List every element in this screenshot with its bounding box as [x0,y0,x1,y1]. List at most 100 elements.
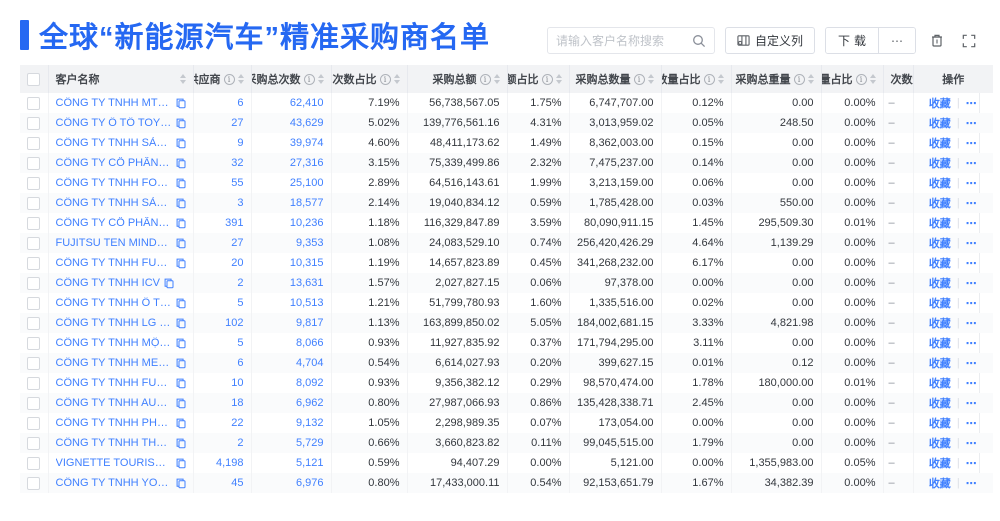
customer-name-link[interactable]: CÔNG TY TNHH FURUKAWA A... [55,377,172,389]
favorite-link[interactable]: 收藏 [928,398,951,410]
sort-icon[interactable] [807,74,814,84]
search-input[interactable] [555,33,692,48]
info-icon[interactable]: i [855,73,867,85]
more-link[interactable]: ⋯ [965,157,978,170]
more-link[interactable]: ⋯ [965,457,978,470]
favorite-link[interactable]: 收藏 [928,218,951,230]
more-link[interactable]: ⋯ [965,337,978,350]
more-link[interactable]: ⋯ [965,477,978,490]
copy-icon[interactable] [176,98,186,109]
more-link[interactable]: ⋯ [965,437,978,450]
row-checkbox[interactable] [27,336,41,350]
customer-name-link[interactable]: FUJITSU TEN MINDA INDIA PVT... [55,237,172,249]
more-link[interactable]: ⋯ [965,197,978,210]
more-link[interactable]: ⋯ [965,397,978,410]
sort-icon[interactable] [555,74,562,84]
row-checkbox[interactable] [27,156,41,170]
row-checkbox[interactable] [27,376,41,390]
info-icon[interactable]: i [223,73,235,85]
row-checkbox[interactable] [27,256,41,270]
customer-name-link[interactable]: CÔNG TY CỔ PHẦN SẢN XUẤT... [55,217,172,229]
copy-icon[interactable] [176,478,186,489]
customer-name-link[interactable]: CÔNG TY TNHH LG ELECTRON... [55,317,172,329]
favorite-link[interactable]: 收藏 [928,478,951,490]
copy-icon[interactable] [176,298,186,309]
favorite-link[interactable]: 收藏 [928,158,951,170]
more-link[interactable]: ⋯ [965,277,978,290]
copy-icon[interactable] [176,238,186,249]
more-link[interactable]: ⋯ [965,217,978,230]
copy-icon[interactable] [176,378,186,389]
row-checkbox[interactable] [27,96,41,110]
row-checkbox[interactable] [27,436,41,450]
customer-name-link[interactable]: VIGNETTE TOURISTIQUE G UNI... [55,457,172,469]
search-icon[interactable] [692,34,706,48]
favorite-link[interactable]: 收藏 [928,458,951,470]
customer-name-link[interactable]: CÔNG TY TNHH MTV SẢN XUẤ... [55,97,172,109]
customer-name-link[interactable]: CÔNG TY TNHH YOKOWO VIỆT... [55,477,172,489]
more-link[interactable]: ⋯ [965,97,978,110]
customer-name-link[interactable]: CÔNG TY TNHH MỘT THÀNH V... [55,337,172,349]
row-checkbox[interactable] [27,176,41,190]
info-icon[interactable]: i [379,73,391,85]
copy-icon[interactable] [176,338,186,349]
info-icon[interactable]: i [541,73,553,85]
row-checkbox[interactable] [27,476,41,490]
sort-icon[interactable] [869,74,876,84]
more-link[interactable]: ⋯ [965,137,978,150]
copy-icon[interactable] [176,158,186,169]
row-checkbox[interactable] [27,116,41,130]
row-checkbox[interactable] [27,136,41,150]
copy-icon[interactable] [176,358,186,369]
favorite-link[interactable]: 收藏 [928,438,951,450]
sort-icon[interactable] [179,74,186,84]
copy-icon[interactable] [176,198,186,209]
copy-icon[interactable] [176,438,186,449]
copy-icon[interactable] [176,118,186,129]
more-link[interactable]: ⋯ [965,297,978,310]
info-icon[interactable]: i [703,73,715,85]
customer-name-link[interactable]: CÔNG TY TNHH AUTEL VIỆT N... [55,397,172,409]
customer-name-link[interactable]: CÔNG TY TNHH SẢN XUẤT VÀ ... [55,197,172,209]
copy-icon[interactable] [176,398,186,409]
customer-name-link[interactable]: CÔNG TY TNHH MERCEDES–B... [55,357,172,369]
more-link[interactable]: ⋯ [965,417,978,430]
customer-name-link[interactable]: CÔNG TY TNHH FURUKAWA A... [55,257,172,269]
row-checkbox[interactable] [27,196,41,210]
favorite-link[interactable]: 收藏 [928,98,951,110]
favorite-link[interactable]: 收藏 [928,238,951,250]
favorite-link[interactable]: 收藏 [928,278,951,290]
customize-columns-button[interactable]: 自定义列 [724,27,815,54]
fullscreen-icon[interactable] [958,30,980,52]
customer-name-link[interactable]: CÔNG TY TNHH FORD VIỆT NAM [55,177,172,189]
sort-icon[interactable] [393,74,400,84]
copy-icon[interactable] [164,278,174,289]
info-icon[interactable]: i [793,73,805,85]
favorite-link[interactable]: 收藏 [928,298,951,310]
favorite-link[interactable]: 收藏 [928,178,951,190]
favorite-link[interactable]: 收藏 [928,118,951,130]
copy-icon[interactable] [176,318,186,329]
copy-icon[interactable] [176,138,186,149]
favorite-link[interactable]: 收藏 [928,138,951,150]
customer-name-link[interactable]: CÔNG TY TNHH THN AUTOPAR... [55,437,172,449]
info-icon[interactable]: i [633,73,645,85]
trash-icon[interactable] [926,30,948,52]
row-checkbox[interactable] [27,456,41,470]
more-link[interactable]: ⋯ [965,377,978,390]
customer-name-link[interactable]: CÔNG TY TNHH PHÂN PHỐI T... [55,417,172,429]
customer-name-link[interactable]: CÔNG TY TNHH ICV [55,277,161,289]
more-link[interactable]: ⋯ [965,177,978,190]
row-checkbox[interactable] [27,276,41,290]
copy-icon[interactable] [176,218,186,229]
more-link[interactable]: ⋯ [965,117,978,130]
copy-icon[interactable] [176,458,186,469]
customer-name-link[interactable]: CÔNG TY TNHH Ô TÔ MITSUBI... [55,297,172,309]
download-more-button[interactable]: ⋯ [878,28,915,53]
row-checkbox[interactable] [27,216,41,230]
sort-icon[interactable] [317,74,324,84]
customer-name-link[interactable]: CÔNG TY TNHH SẢN XUẤT VÀ ... [55,137,172,149]
row-checkbox[interactable] [27,236,41,250]
row-checkbox[interactable] [27,296,41,310]
copy-icon[interactable] [176,258,186,269]
